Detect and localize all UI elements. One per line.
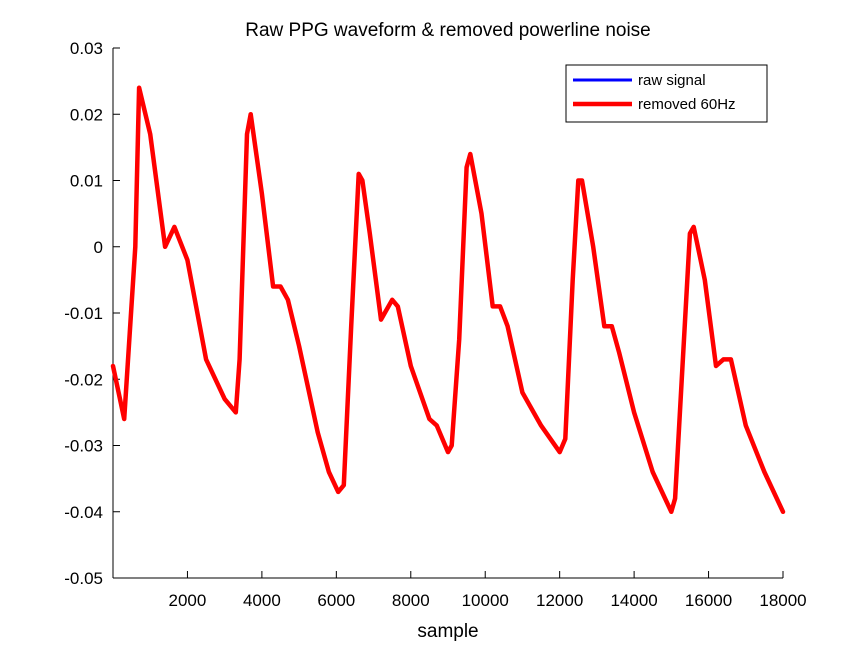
x-tick-label: 4000 [243, 591, 281, 610]
legend: raw signal removed 60Hz [565, 64, 768, 123]
chart-title: Raw PPG waveform & removed powerline noi… [245, 20, 651, 41]
y-tick-label: 0.02 [70, 105, 103, 124]
series-lines [110, 85, 786, 515]
x-tick-label: 2000 [169, 591, 207, 610]
y-tick-label: 0.01 [70, 172, 103, 191]
y-tick-label: 0.03 [70, 39, 103, 58]
x-tick-label: 14000 [610, 591, 657, 610]
x-axis-label: sample [417, 621, 478, 642]
y-tick-label: -0.01 [64, 304, 103, 323]
x-tick-label: 10000 [462, 591, 509, 610]
series-line-removed-60hz [110, 85, 786, 515]
axes: -0.05 -0.04 -0.03 -0.02 -0.01 0 0.01 0.02 0.03 20… [64, 39, 806, 610]
x-tick-label: 6000 [317, 591, 355, 610]
y-tick-label: -0.03 [64, 437, 103, 456]
x-tick-label: 18000 [759, 591, 806, 610]
y-tick-label: -0.02 [64, 370, 103, 389]
legend-entry-label: raw signal [638, 72, 706, 89]
legend-entry-label: removed 60Hz [638, 96, 736, 113]
y-tick-label: 0 [94, 238, 103, 257]
x-tick-label: 12000 [536, 591, 583, 610]
legend-box [565, 64, 768, 123]
y-tick-label: -0.04 [64, 503, 103, 522]
x-tick-label: 16000 [685, 591, 732, 610]
y-tick-label: -0.05 [64, 569, 103, 588]
x-tick-label: 8000 [392, 591, 430, 610]
